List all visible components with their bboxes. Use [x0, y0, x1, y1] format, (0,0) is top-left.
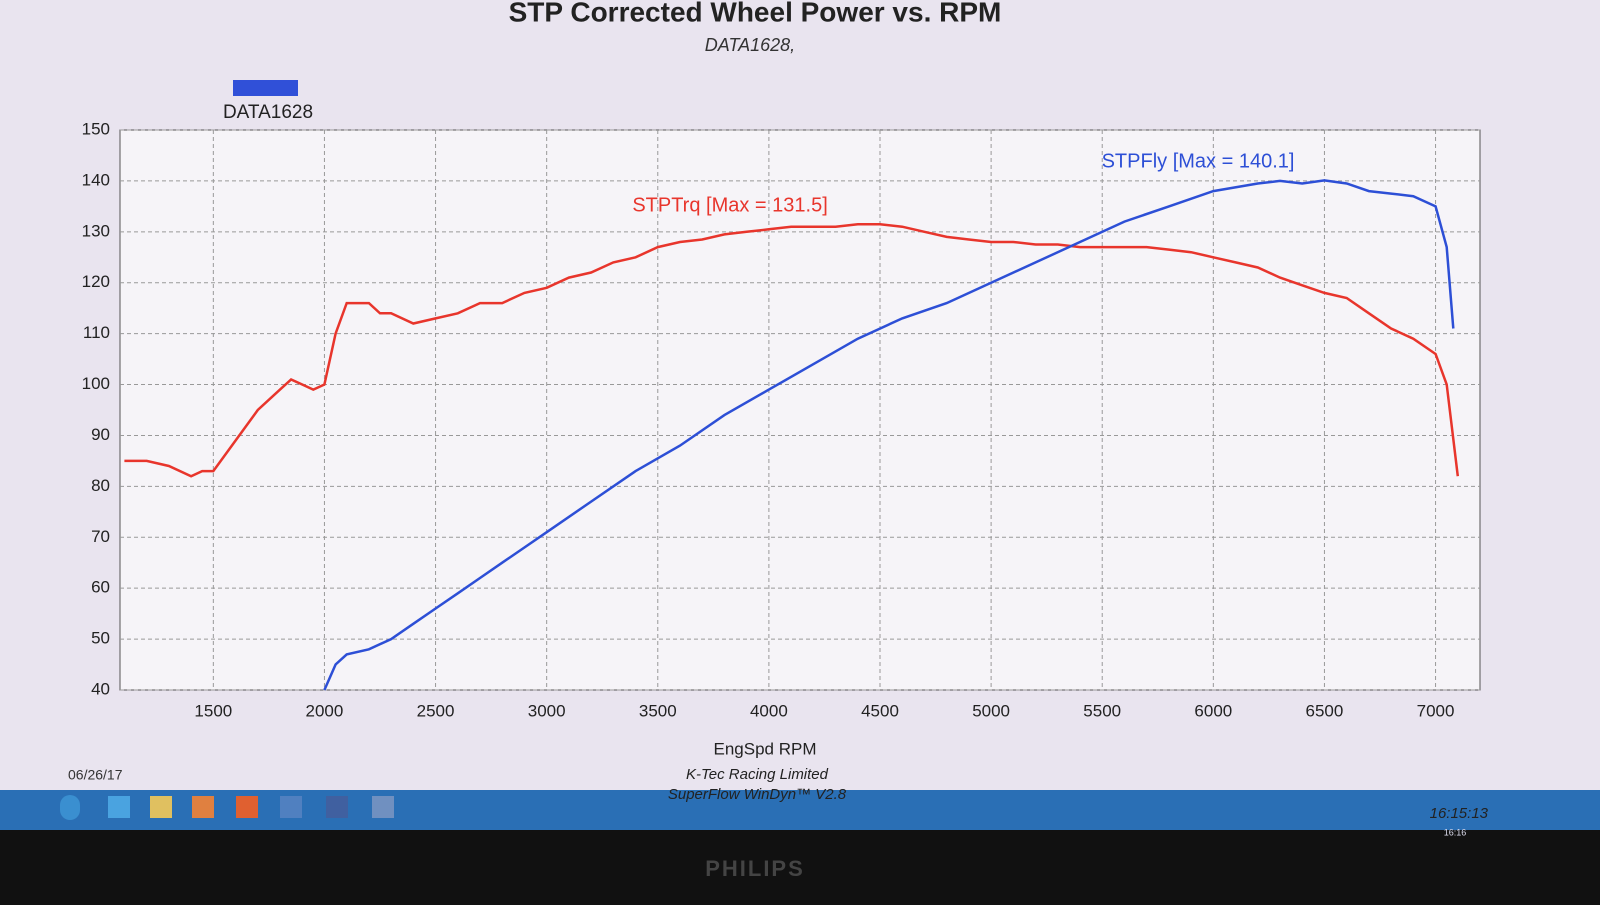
y-tick-label: 50 [91, 629, 110, 648]
x-tick-label: 2500 [417, 701, 455, 720]
x-tick-label: 7000 [1417, 701, 1455, 720]
start-button[interactable] [60, 795, 80, 820]
taskbar-clock: 16:16 [1444, 827, 1467, 837]
taskbar-icon[interactable] [192, 796, 214, 818]
taskbar-icon[interactable] [280, 796, 302, 818]
footer-date: 06/26/17 [68, 767, 123, 783]
x-tick-label: 6000 [1194, 701, 1232, 720]
x-tick-label: 4000 [750, 701, 788, 720]
taskbar-icon[interactable] [108, 796, 130, 818]
series-annotation: STPTrq [Max = 131.5] [632, 194, 827, 216]
y-tick-label: 120 [82, 272, 110, 291]
y-tick-label: 80 [91, 476, 110, 495]
y-tick-label: 130 [82, 221, 110, 240]
x-tick-label: 3000 [528, 701, 566, 720]
y-tick-label: 60 [91, 578, 110, 597]
series-line [323, 179, 1455, 691]
x-tick-label: 1500 [194, 701, 232, 720]
taskbar [0, 790, 1600, 830]
y-tick-label: 70 [91, 527, 110, 546]
legend-swatch [233, 80, 298, 96]
monitor-brand: PHILIPS [705, 856, 805, 881]
y-tick-label: 90 [91, 425, 110, 444]
taskbar-icon[interactable] [150, 796, 172, 818]
chart-title: STP Corrected Wheel Power vs. RPM [509, 0, 1002, 27]
x-tick-label: 5000 [972, 701, 1010, 720]
x-tick-label: 2000 [306, 701, 344, 720]
y-tick-label: 140 [82, 170, 110, 189]
taskbar-icon[interactable] [236, 796, 258, 818]
y-tick-label: 150 [82, 119, 110, 138]
footer-company: K-Tec Racing Limited [686, 766, 829, 783]
plot-area [119, 129, 1481, 691]
footer-software: SuperFlow WinDyn™ V2.8 [668, 786, 847, 803]
x-axis-label: EngSpd RPM [714, 739, 817, 758]
y-tick-label: 100 [82, 374, 110, 393]
chart-subtitle: DATA1628, [705, 35, 795, 55]
x-tick-label: 3500 [639, 701, 677, 720]
x-tick-label: 6500 [1306, 701, 1344, 720]
taskbar-icon[interactable] [326, 796, 348, 818]
taskbar-icon[interactable] [372, 796, 394, 818]
series-line [124, 222, 1460, 478]
series-annotation: STPFly [Max = 140.1] [1102, 151, 1295, 173]
y-tick-label: 110 [83, 323, 110, 342]
footer-time: 16:15:13 [1430, 805, 1489, 822]
y-tick-label: 40 [91, 679, 110, 698]
x-tick-label: 4500 [861, 701, 899, 720]
x-tick-label: 5500 [1083, 701, 1121, 720]
legend-label: DATA1628 [223, 102, 313, 123]
